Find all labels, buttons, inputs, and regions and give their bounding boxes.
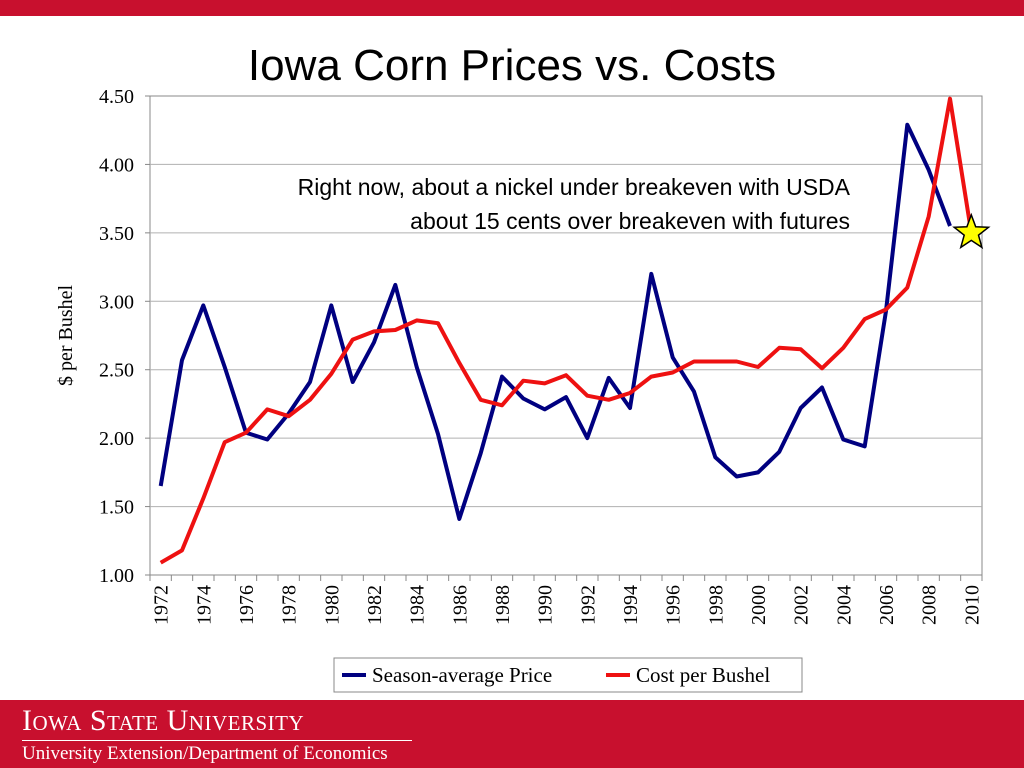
y-tick-label: 4.50 [99,86,134,108]
x-tick-label: 1980 [321,585,343,625]
x-tick-label: 2006 [876,585,898,625]
annotation-text: Right now, about a nickel under breakeve… [298,174,851,200]
x-tick-label: 1998 [705,585,727,625]
y-tick-label: 1.00 [99,565,134,587]
x-tick-label: 1996 [663,585,685,625]
annotation-text: about 15 cents over breakeven with futur… [410,208,850,234]
plot-area [149,95,983,576]
y-tick-label: 3.50 [99,223,134,245]
x-tick-label: 2002 [791,585,813,625]
legend-label: Season-average Price [372,663,552,687]
x-tick-label: 2004 [833,585,855,625]
y-tick-label: 3.00 [99,291,134,313]
legend-box [333,657,803,693]
line-chart: 1.00 1.50 2.00 2.50 3.00 3.50 4.00 4.50 1972 1974… [55,86,991,693]
footer-divider [22,740,412,741]
series-line-season-average-price [158,122,952,521]
footer-university-name: Iowa State University [22,704,305,737]
series-line-cost-per-bushel [159,96,974,565]
legend-label: Cost per Bushel [636,663,770,687]
x-tick-label: 2008 [919,585,941,625]
y-tick-label: 2.50 [99,360,134,382]
y-axis-label: $ per Bushel [55,285,77,387]
x-tick-label: 1974 [193,585,215,625]
x-tick-label: 1988 [492,585,514,625]
y-tick-label: 4.00 [99,154,134,176]
footer-department: University Extension/Department of Econo… [22,743,388,764]
x-tick-label: 1982 [364,585,386,625]
top-accent-bar [0,0,1024,16]
x-tick-label: 1994 [620,585,642,625]
x-tick-label: 1990 [535,585,557,625]
x-tick-label: 1984 [407,585,429,625]
x-tick-label: 1976 [236,585,258,625]
y-tick-label: 1.50 [99,497,134,519]
x-tick-label: 1992 [577,585,599,625]
x-tick-label: 1972 [151,585,173,625]
x-tick-label: 2000 [748,585,770,625]
x-tick-label: 1978 [279,585,301,625]
x-tick-label: 1986 [449,585,471,625]
footer-bar: Iowa State University University Extensi… [0,700,1024,768]
y-tick-label: 2.00 [99,428,134,450]
slide-title: Iowa Corn Prices vs. Costs [247,41,777,90]
star-marker [952,212,991,250]
x-tick-label: 2010 [961,585,983,625]
